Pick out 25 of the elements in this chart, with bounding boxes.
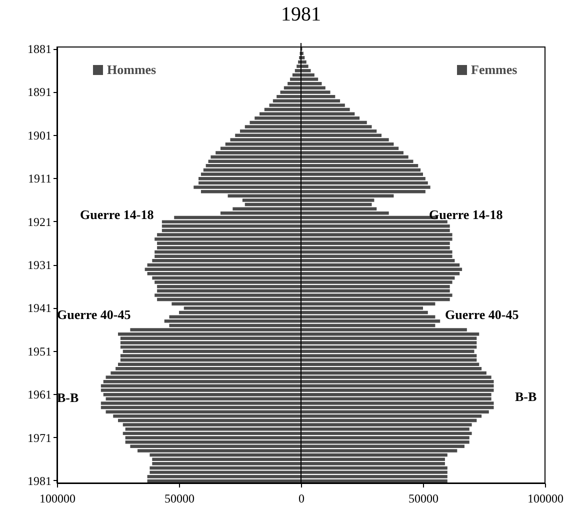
y-tick-label: 1961 — [28, 388, 52, 402]
annotation: Guerre 14-18 — [80, 207, 154, 222]
y-tick-label: 1911 — [28, 172, 52, 186]
chart-title: 1981 — [281, 4, 321, 26]
legend-label: Hommes — [107, 62, 156, 77]
x-tick-label: 50000 — [164, 492, 194, 506]
y-tick-label: 1901 — [28, 128, 52, 142]
x-tick-label: 100000 — [528, 492, 564, 506]
y-tick-label: 1981 — [28, 474, 52, 488]
y-tick-label: 1971 — [28, 430, 52, 445]
legend-label: Femmes — [471, 62, 518, 77]
y-tick-label: 1921 — [28, 214, 52, 229]
x-tick-label: 50000 — [408, 492, 438, 506]
annotation: B-B — [57, 390, 79, 405]
y-tick-label: 1941 — [28, 301, 52, 316]
y-tick-label: 1891 — [28, 85, 52, 100]
y-tick-label: 1881 — [28, 42, 52, 56]
annotation: B-B — [515, 389, 537, 404]
y-tick-label: 1951 — [28, 344, 52, 358]
x-tick-label: 0 — [298, 492, 304, 506]
annotation: Guerre 14-18 — [429, 207, 504, 222]
annotation: Guerre 40-45 — [57, 307, 132, 322]
y-tick-label: 1931 — [28, 258, 52, 272]
annotation: Guerre 40-45 — [445, 307, 520, 322]
x-tick-label: 100000 — [40, 492, 76, 506]
